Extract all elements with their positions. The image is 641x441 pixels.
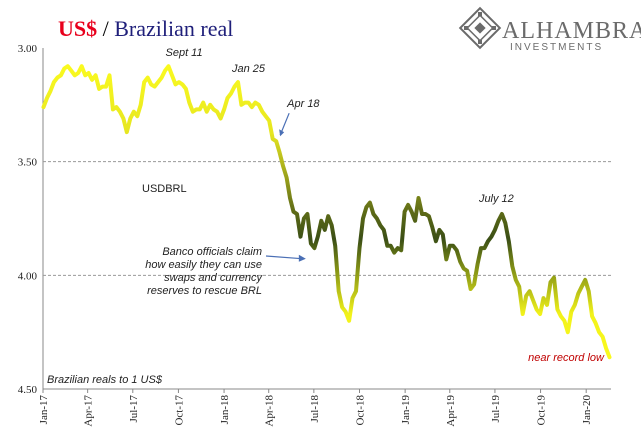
callout-line: Banco officials claim — [162, 246, 262, 258]
logo-subtitle: INVESTMENTS — [510, 42, 603, 53]
y-tick-label: 4.00 — [18, 270, 38, 282]
x-tick-label: Jul-19 — [490, 395, 502, 423]
annotation-apr-18: Apr 18 — [286, 98, 320, 110]
x-tick-label: Oct-19 — [536, 395, 548, 426]
callout-arrow — [265, 255, 302, 260]
y-tick-label: 4.50 — [18, 384, 38, 396]
x-tick-label: Apr-17 — [83, 395, 95, 427]
x-tick-label: Jan-19 — [400, 395, 412, 425]
annotation-jan-25: Jan 25 — [231, 63, 266, 75]
title-part-brl: Brazilian real — [114, 16, 233, 41]
annotation-sept-11: Sept 11 — [166, 47, 203, 59]
y-tick-labels: 3.00 3.50 4.00 4.50 — [18, 43, 38, 396]
x-tick-label: Jul-18 — [309, 395, 321, 423]
y-tick-label: 3.50 — [18, 157, 38, 169]
x-tick-label: Jul-17 — [128, 395, 140, 423]
x-tick-label: Oct-17 — [173, 395, 185, 426]
chart-title: US$ / Brazilian real — [58, 16, 233, 41]
x-tick-label: Jan-17 — [38, 395, 50, 425]
annotation-units: Brazilian reals to 1 US$ — [47, 374, 163, 386]
x-tick-label: Oct-18 — [354, 395, 366, 426]
x-tick-label: Apr-19 — [445, 395, 457, 427]
annotation-near-record-low: near record low — [528, 352, 605, 364]
callout-arrowhead — [298, 254, 306, 262]
title-separator: / — [97, 16, 114, 41]
legend-label: USDBRL — [142, 183, 187, 195]
callout-line: swaps and currency — [164, 272, 263, 284]
alhambra-logo: ALHAMBRA INVESTMENTS — [458, 6, 641, 53]
annotations: Sept 11 Jan 25 Apr 18 July 12 near record lo… — [47, 47, 605, 386]
arrowhead-apr-18 — [279, 129, 285, 137]
x-tick-label: Jan-20 — [581, 395, 593, 425]
annotation-july-12: July 12 — [478, 193, 514, 205]
logo-name: ALHAMBRA — [502, 18, 641, 44]
legend: USDBRL — [112, 183, 187, 195]
y-tick-label: 3.00 — [18, 43, 38, 55]
callout-line: reserves to rescue BRL — [147, 285, 262, 297]
x-tick-label: Apr-18 — [264, 395, 276, 427]
x-tick-labels: Jan-17 Apr-17 Jul-17 Oct-17 Jan-18 Apr-18 Jul-… — [38, 389, 593, 427]
x-tick-label: Jan-18 — [219, 395, 231, 425]
series-line-usdbrl — [41, 64, 612, 360]
title-part-usd: US$ — [58, 16, 97, 41]
alhambra-diamond-icon — [458, 6, 502, 50]
callout-line: how easily they can use — [145, 259, 262, 271]
